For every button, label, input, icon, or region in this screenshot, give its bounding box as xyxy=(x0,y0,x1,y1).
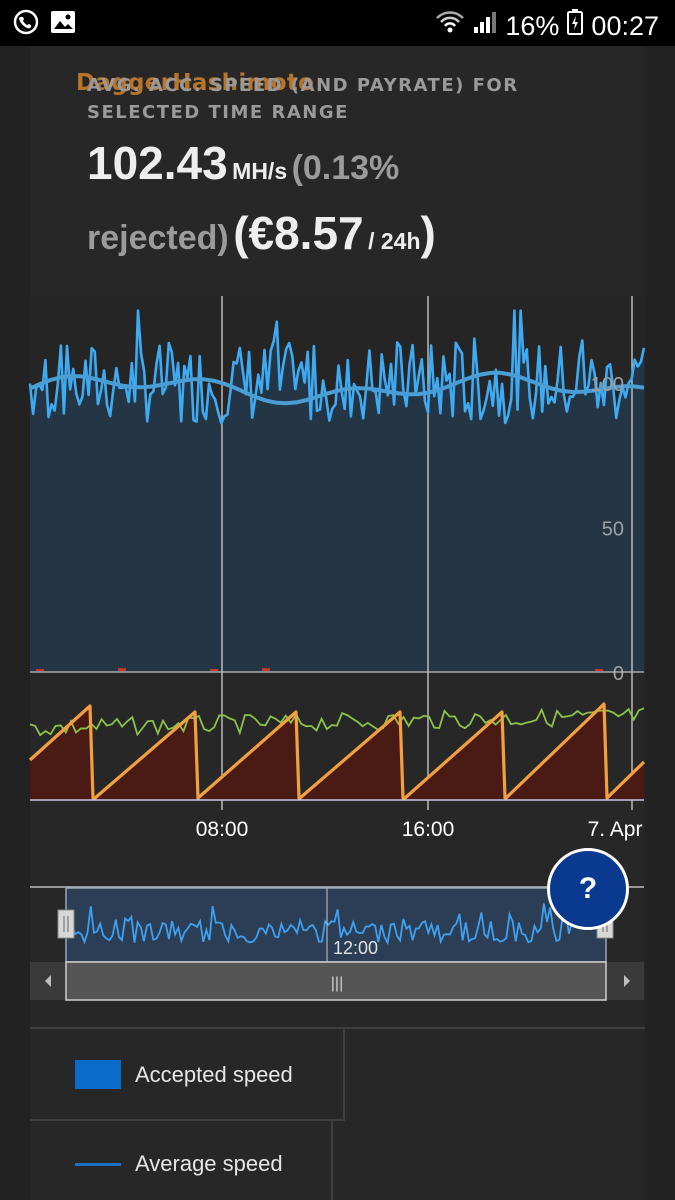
speed-plot: 0 50 100 xyxy=(28,296,646,800)
help-button[interactable]: ? xyxy=(547,848,629,930)
y-tick-label: 0 xyxy=(613,663,624,685)
summary-label: AVG. ACC. SPEED (AND PAYRATE) FOR SELECT… xyxy=(87,75,519,123)
y-tick-label: 100 xyxy=(591,374,624,396)
payrate-value: €8.57 xyxy=(248,207,364,259)
signal-icon xyxy=(473,10,497,41)
battery-icon xyxy=(567,9,584,42)
hashrate-summary: 102.43 MH/s (0.13% rejected) (€8.57 / 24… xyxy=(87,134,647,274)
y-tick-label: 50 xyxy=(602,518,624,540)
accepted-speed-line xyxy=(28,309,646,425)
rejected-percent: (0.13% xyxy=(291,149,400,187)
clock: 00:27 xyxy=(591,10,659,41)
balance-line xyxy=(29,707,645,737)
legend-label: Accepted speed xyxy=(135,1062,293,1087)
scrollbar-thumb[interactable] xyxy=(65,961,607,1001)
navigator-left-handle[interactable] xyxy=(57,909,75,939)
payrate-sawtooth-line xyxy=(28,702,646,800)
x-tick-label: 16:00 xyxy=(402,818,455,841)
hashrate-chart[interactable]: 0 50 100 08:00 16:00 7. Apr 12:00 ||| xyxy=(0,0,675,1010)
rejected-label: rejected) xyxy=(87,219,229,257)
speed-unit: MH/s xyxy=(232,158,288,184)
x-tick-label: 7. Apr xyxy=(588,818,643,841)
legend-divider xyxy=(30,1027,645,1029)
legend-item-accepted-speed[interactable]: Accepted speed xyxy=(30,1029,345,1121)
scroll-left-arrow-icon[interactable] xyxy=(45,975,51,987)
rejected-marker xyxy=(118,668,126,671)
navigator-time-label: 12:00 xyxy=(333,938,378,958)
status-bar: 16% 00:27 xyxy=(0,0,675,46)
rejected-marker xyxy=(595,669,603,671)
payrate-open: ( xyxy=(233,207,249,259)
payrate-close: ) xyxy=(420,207,436,259)
average-speed-swatch xyxy=(75,1163,121,1166)
payrate-unit: / 24h xyxy=(368,228,421,254)
navigator-series-line xyxy=(71,903,573,946)
payrate-area xyxy=(30,704,644,800)
payrate-plot xyxy=(28,671,646,801)
accepted-speed-swatch xyxy=(75,1060,121,1089)
viber-icon xyxy=(12,8,40,40)
scroll-right-arrow-icon[interactable] xyxy=(624,975,630,987)
speed-value: 102.43 xyxy=(87,137,228,189)
scrollbar-grip: ||| xyxy=(331,975,343,992)
average-speed-line xyxy=(29,370,645,406)
battery-percent: 16% xyxy=(505,10,560,41)
algorithm-name: DaggerHashimoto xyxy=(76,70,315,96)
rejected-marker xyxy=(36,669,44,671)
wifi-icon xyxy=(435,9,465,42)
legend-label: Average speed xyxy=(135,1151,283,1176)
image-icon xyxy=(50,10,76,38)
x-axis: 08:00 16:00 7. Apr xyxy=(196,800,643,841)
rejected-marker xyxy=(262,668,270,671)
x-tick-label: 08:00 xyxy=(196,818,249,841)
rejected-marker xyxy=(210,669,218,671)
legend-item-average-speed[interactable]: Average speed xyxy=(30,1121,333,1200)
range-navigator[interactable]: 12:00 ||| xyxy=(30,886,644,1001)
